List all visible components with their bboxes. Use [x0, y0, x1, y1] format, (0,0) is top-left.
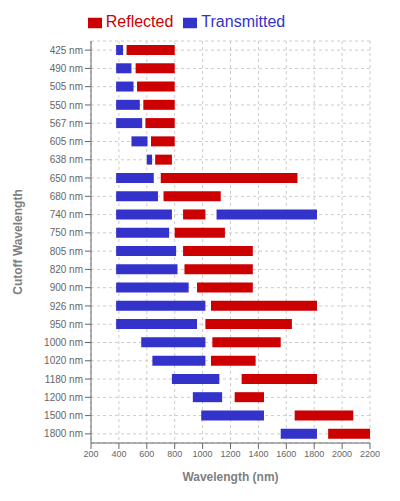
svg-text:1400: 1400: [248, 449, 268, 459]
svg-text:550 nm: 550 nm: [50, 100, 83, 111]
svg-text:805 nm: 805 nm: [50, 246, 83, 257]
svg-text:1500 nm: 1500 nm: [44, 410, 83, 421]
svg-text:1200: 1200: [220, 449, 240, 459]
svg-text:Wavelength (nm): Wavelength (nm): [182, 470, 278, 484]
svg-text:900 nm: 900 nm: [50, 282, 83, 293]
svg-text:567 nm: 567 nm: [50, 118, 83, 129]
svg-text:2200: 2200: [360, 449, 380, 459]
svg-text:Cutoff Wavelength: Cutoff Wavelength: [11, 189, 25, 295]
svg-text:1180 nm: 1180 nm: [45, 374, 83, 385]
svg-text:1020 nm: 1020 nm: [44, 355, 83, 366]
svg-text:505 nm: 505 nm: [50, 81, 83, 92]
svg-text:200: 200: [83, 449, 98, 459]
svg-text:926 nm: 926 nm: [50, 301, 83, 312]
svg-text:1200 nm: 1200 nm: [44, 392, 83, 403]
svg-text:740 nm: 740 nm: [50, 209, 83, 220]
svg-text:1800: 1800: [304, 449, 324, 459]
svg-text:600: 600: [139, 449, 154, 459]
svg-text:750 nm: 750 nm: [50, 227, 83, 238]
svg-text:638 nm: 638 nm: [50, 154, 83, 165]
svg-text:2000: 2000: [332, 449, 352, 459]
svg-text:950 nm: 950 nm: [50, 319, 83, 330]
html-text:Reflected: Reflected: [105, 13, 174, 30]
svg-text:820 nm: 820 nm: [50, 264, 83, 275]
svg-text:425 nm: 425 nm: [50, 45, 83, 56]
svg-text:680 nm: 680 nm: [50, 191, 83, 202]
svg-text:1600: 1600: [276, 449, 296, 459]
svg-text:800: 800: [167, 449, 182, 459]
svg-text:490 nm: 490 nm: [50, 63, 83, 74]
svg-text:605 nm: 605 nm: [50, 136, 83, 147]
svg-text:1000: 1000: [193, 449, 213, 459]
html-text:Transmitted: Transmitted: [201, 13, 286, 30]
svg-text:1800 nm: 1800 nm: [44, 428, 83, 439]
svg-text:1000 nm: 1000 nm: [44, 337, 83, 348]
svg-text:400: 400: [111, 449, 126, 459]
svg-text:650 nm: 650 nm: [50, 173, 83, 184]
